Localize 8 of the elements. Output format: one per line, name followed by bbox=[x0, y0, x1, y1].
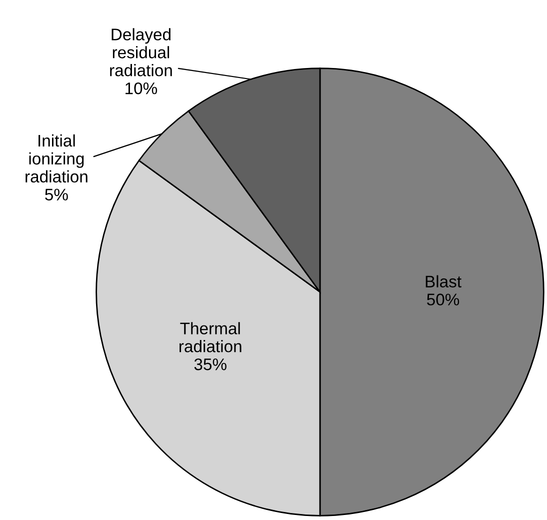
slice-label: Blast bbox=[426, 275, 462, 288]
data-label: 10% bbox=[126, 82, 158, 94]
data-label: 50% bbox=[427, 294, 460, 306]
data-label: 5% bbox=[45, 188, 68, 200]
slice-label: Delayed residual radiation bbox=[110, 28, 172, 76]
slice-label: Thermal radiation bbox=[180, 322, 242, 352]
slice-label: Initial ionizing radiation bbox=[26, 134, 88, 183]
data-label: 35% bbox=[194, 358, 226, 370]
